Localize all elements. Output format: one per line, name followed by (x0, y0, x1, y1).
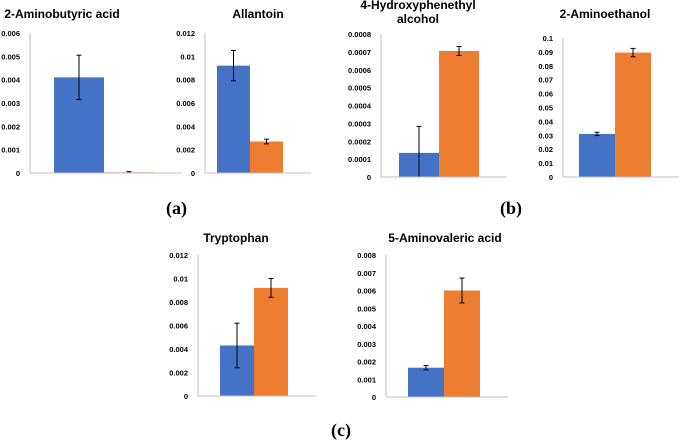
panel-label-b: (b) (500, 198, 522, 219)
tick-label: 0.006 (176, 99, 195, 108)
tick-label: 0.008 (176, 76, 195, 85)
tick-label: 0.004 (357, 322, 377, 331)
tick-label: 0.1 (543, 34, 553, 43)
tick-label: 0.002 (357, 358, 376, 367)
tick-label: 0.006 (169, 322, 188, 331)
tick-label: 0 (191, 169, 195, 178)
chart-title-line: Allantoin (232, 7, 283, 21)
tick-label: 0.0001 (348, 155, 371, 164)
bar-orange (444, 290, 480, 397)
chart-5: Tryptophan 0 0.002 0.004 0.006 0.008 0.01 0.012 (169, 231, 316, 401)
chart-title-line: 2-Aminoethanol (560, 7, 651, 21)
bar-orange (250, 141, 283, 173)
tick-label: 0.005 (357, 304, 376, 313)
tick-label: 0 (184, 392, 188, 401)
tick-label: 0.09 (538, 48, 553, 57)
tick-label: 0.006 (1, 29, 20, 38)
tick-label: 0.002 (176, 146, 195, 155)
tick-label: 0.0008 (348, 30, 371, 39)
panel-label-c: (c) (331, 420, 351, 440)
tick-label: 0.005 (1, 52, 20, 61)
tick-label: 0.012 (176, 29, 195, 38)
bar-blue (579, 133, 615, 177)
tick-label: 0.04 (538, 117, 553, 126)
tick-label: 0.01 (538, 159, 553, 168)
bar-blue (408, 367, 444, 397)
tick-label: 0.0006 (348, 66, 371, 75)
chart-title-line: 5-Aminovaleric acid (388, 231, 501, 245)
tick-label: 0.003 (1, 99, 20, 108)
panel-label-a: (a) (166, 198, 187, 219)
chart-4: 2-Aminoethanol 0 0.01 0.02 0.03 0.04 0.05 0.06 0… (538, 7, 679, 182)
tick-label: 0.0002 (348, 137, 371, 146)
chart-1: 2-Aminobutyric acid 0 0.001 0.002 0.003 0.004… (1, 7, 182, 178)
tick-label: 0 (367, 173, 371, 182)
tick-label: 0.0005 (348, 84, 371, 93)
tick-label: 0.008 (357, 251, 376, 260)
tick-label: 0.008 (169, 298, 188, 307)
tick-label: 0.004 (176, 122, 196, 131)
chart-title-line: 2-Aminobutyric acid (4, 7, 119, 21)
tick-label: 0.012 (169, 251, 188, 260)
bar-orange (254, 287, 288, 396)
tick-label: 0.03 (538, 131, 553, 140)
tick-label: 0.0003 (348, 119, 371, 128)
tick-label: 0.001 (1, 146, 20, 155)
tick-label: 0 (372, 393, 376, 402)
chart-title-line: 4-Hydroxyphenethyl (360, 0, 475, 12)
tick-label: 0.08 (538, 62, 553, 71)
tick-label: 0.07 (538, 76, 553, 85)
chart-6: 5-Aminovaleric acid 0 0.001 0.002 0.003 0.004… (357, 231, 508, 402)
bar-orange (439, 50, 479, 178)
chart-title-line: alcohol (397, 12, 439, 26)
tick-label: 0.001 (357, 375, 376, 384)
chart-2: Allantoin 0 0.002 0.004 0.006 0.008 0.01 0.012 (176, 7, 311, 178)
tick-label: 0.01 (173, 275, 188, 284)
tick-label: 0.007 (357, 269, 376, 278)
bar-blue (217, 65, 250, 173)
tick-label: 0 (16, 169, 20, 178)
tick-label: 0.003 (357, 340, 376, 349)
tick-label: 0 (549, 173, 553, 182)
tick-label: 0.004 (1, 76, 21, 85)
tick-label: 0.06 (538, 90, 553, 99)
tick-label: 0.01 (180, 52, 195, 61)
bar-orange (615, 52, 651, 177)
charts-layer: 2-Aminobutyric acid 0 0.001 0.002 0.003 0.004… (1, 0, 679, 402)
tick-label: 0.0004 (348, 102, 372, 111)
tick-label: 0.002 (169, 369, 188, 378)
tick-label: 0.05 (538, 104, 553, 113)
tick-label: 0.006 (357, 287, 376, 296)
tick-label: 0.002 (1, 122, 20, 131)
tick-label: 0.02 (538, 145, 553, 154)
tick-label: 0.0007 (348, 48, 371, 57)
chart-title-line: Tryptophan (203, 231, 268, 245)
tick-label: 0.004 (169, 345, 189, 354)
